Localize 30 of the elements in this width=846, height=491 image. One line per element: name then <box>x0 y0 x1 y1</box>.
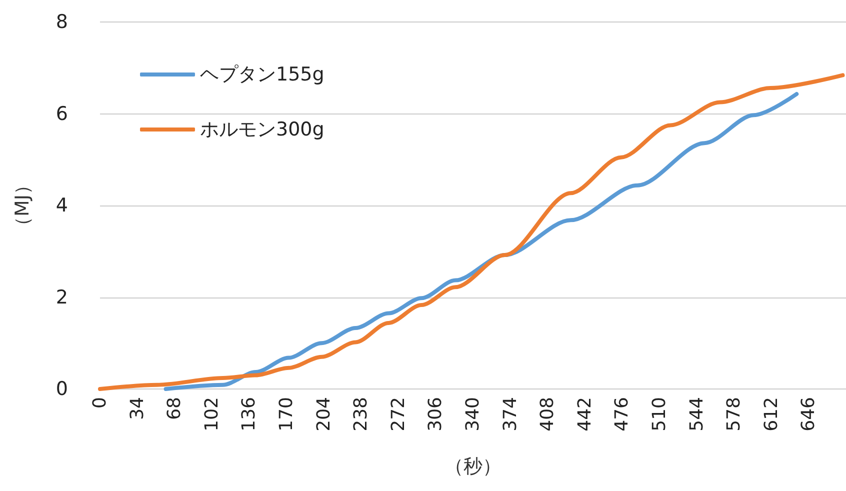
x-tick-label: 646 <box>798 397 820 432</box>
x-tick-label: 476 <box>612 397 633 432</box>
x-tick-label: 340 <box>462 397 484 432</box>
y-tick-label: 2 <box>56 286 68 308</box>
y-tick-label: 8 <box>56 11 68 33</box>
legend-label: ホルモン300g <box>200 118 324 140</box>
x-tick-label: 136 <box>238 397 260 432</box>
legend-label: ヘプタン155g <box>200 64 324 86</box>
x-tick-label: 102 <box>201 397 222 432</box>
x-tick-label: 0 <box>90 397 110 408</box>
y-tick-label: 6 <box>56 102 68 125</box>
x-tick-label: 272 <box>388 397 409 432</box>
x-tick-label: 68 <box>164 397 186 420</box>
x-tick-label: 544 <box>686 397 708 432</box>
x-tick-label: 442 <box>574 397 596 432</box>
y-axis-title: （MJ） <box>12 176 34 236</box>
x-axis-title: （秒） <box>444 456 502 478</box>
x-tick-label: 408 <box>537 397 558 432</box>
y-tick-label: 4 <box>56 194 68 216</box>
x-tick-label: 204 <box>313 397 334 432</box>
x-tick-label: 34 <box>126 397 148 420</box>
x-tick-label: 238 <box>350 397 372 432</box>
x-tick-label: 612 <box>760 397 782 432</box>
x-tick-label: 306 <box>425 397 446 432</box>
y-tick-label: 0 <box>56 378 68 400</box>
x-tick-label: 578 <box>724 397 745 432</box>
line-series <box>164 92 799 391</box>
x-tick-label: 510 <box>649 397 670 432</box>
x-tick-label: 170 <box>276 397 297 432</box>
x-tick-label: 374 <box>500 397 521 432</box>
